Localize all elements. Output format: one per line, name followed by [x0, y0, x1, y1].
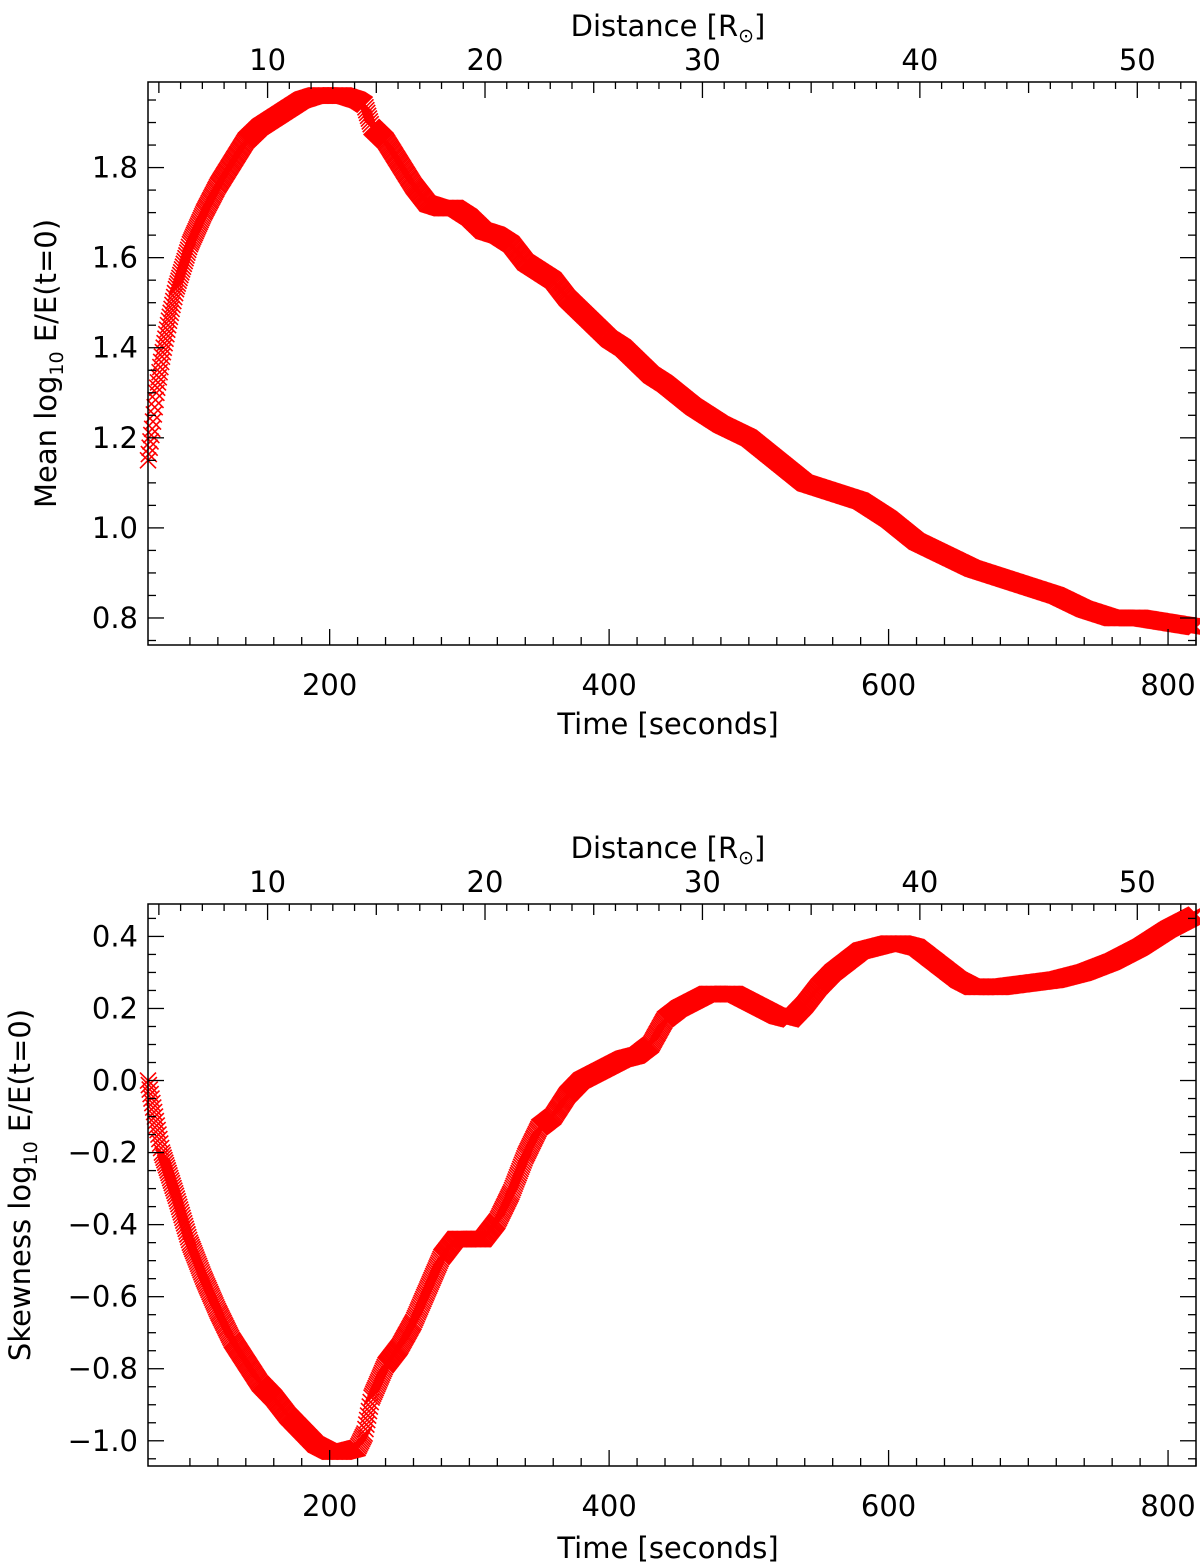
chart0-x2axis-title: Distance [R⊙] — [571, 9, 766, 47]
chart1-x2tick-label: 30 — [684, 865, 721, 899]
chart0-ytick-label: 1.6 — [92, 241, 138, 275]
chart1-x2tick-label: 10 — [249, 865, 286, 899]
chart0-x2tick-label: 20 — [467, 43, 504, 77]
chart1-ytick-label: −1.0 — [68, 1424, 138, 1458]
chart1-x2tick-label: 50 — [1119, 865, 1156, 899]
chart1: 200 400 600 800 10 20 30 40 50 −1.0 −0.8 −0.6 −0.4 −0… — [3, 831, 1200, 1565]
chart0-point — [142, 426, 160, 444]
chart1-point — [180, 1231, 198, 1249]
chart1-plot-frame — [147, 903, 1197, 1467]
chart0-x2tick-label: 50 — [1119, 43, 1156, 77]
chart0-yaxis-title: Mean log10 E/E(t=0) — [29, 219, 68, 508]
chart0-ytick-label: 1.4 — [92, 331, 138, 365]
chart0-point — [166, 284, 184, 302]
chart1-xtick-label: 400 — [581, 1489, 636, 1523]
chart0-point — [149, 373, 167, 392]
chart0-ytick-label: 1.0 — [92, 511, 138, 545]
chart0-ytick-label: 1.8 — [92, 151, 138, 185]
chart0-point — [147, 384, 165, 402]
chart0-ytick-label: 1.2 — [92, 421, 138, 455]
chart0-series — [139, 86, 1200, 636]
chart0-xtick-label: 600 — [861, 668, 916, 702]
chart1-xtick-label: 600 — [861, 1489, 916, 1523]
chart1-ytick-label: −0.6 — [68, 1280, 138, 1314]
chart1-x2tick-label: 40 — [901, 865, 938, 899]
chart1-x2tick-label: 20 — [467, 865, 504, 899]
chart1-xtick-label: 200 — [302, 1489, 357, 1523]
chart1-ytick-label: 0.4 — [92, 919, 138, 953]
chart0: 200 400 600 800 10 20 30 40 50 0.8 1.0 1.2 1.4 1.6 1.8… — [29, 9, 1200, 741]
chart1-ytick-label: −0.2 — [68, 1136, 138, 1170]
chart0-xtick-label: 200 — [302, 668, 357, 702]
chart0-x2tick-label: 40 — [901, 43, 938, 77]
chart0-point — [146, 398, 164, 416]
chart0-xaxis-title: Time [seconds] — [556, 707, 778, 741]
chart0-xtick-label: 400 — [581, 668, 636, 702]
chart1-ytick-label: −0.8 — [68, 1352, 138, 1386]
chart1-xtick-label: 800 — [1140, 1489, 1195, 1523]
chart1-yaxis-title: Skewness log10 E/E(t=0) — [3, 1009, 42, 1361]
chart0-plot-frame — [147, 81, 1197, 646]
chart1-x2axis-title: Distance [R⊙] — [571, 831, 766, 869]
chart0-x2tick-label: 30 — [684, 43, 721, 77]
chart0-point — [143, 420, 161, 438]
chart1-ytick-label: 0.2 — [92, 991, 138, 1025]
chart0-ytick-label: 0.8 — [92, 601, 138, 635]
chart1-ytick-label: 0.0 — [92, 1064, 138, 1098]
chart1-series — [139, 906, 1200, 1461]
chart1-xaxis-title: Time [seconds] — [556, 1531, 778, 1565]
chart0-xtick-label: 800 — [1140, 668, 1195, 702]
chart0-point — [150, 368, 168, 386]
chart0-point — [151, 358, 169, 376]
chart1-point — [152, 1139, 170, 1157]
chart0-point — [151, 363, 169, 381]
chart0-x2tick-label: 10 — [249, 43, 286, 77]
chart1-ytick-label: −0.4 — [68, 1208, 138, 1242]
